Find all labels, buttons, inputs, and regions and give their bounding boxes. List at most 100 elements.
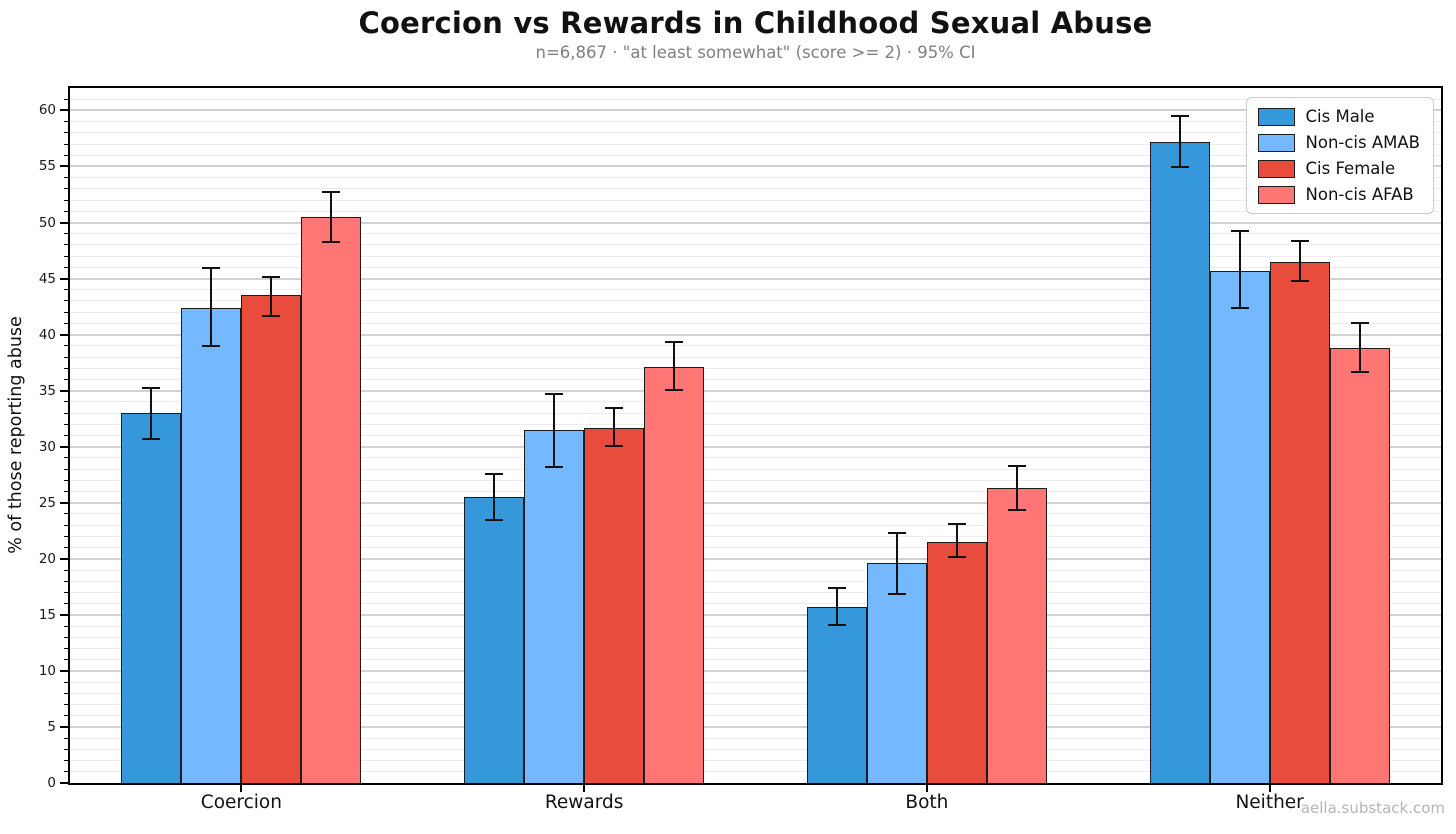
minor-gridline <box>70 580 1441 582</box>
minor-gridline <box>70 681 1441 683</box>
minor-gridline <box>70 188 1441 190</box>
y-tick-minor <box>64 681 68 683</box>
bar-both-non-cis-afab <box>986 488 1047 783</box>
major-gridline <box>70 445 1441 448</box>
major-gridline <box>70 109 1441 112</box>
y-tick-minor <box>64 715 68 717</box>
legend-label: Non-cis AMAB <box>1305 133 1420 152</box>
bar-neither-non-cis-afab <box>1329 348 1390 783</box>
y-tick-minor <box>64 524 68 526</box>
y-tick-minor <box>64 569 68 571</box>
y-tick-label: 45 <box>38 270 56 287</box>
error-bar-cap-bottom <box>827 624 846 627</box>
y-tick-minor <box>64 771 68 773</box>
error-bar-line <box>1238 230 1241 309</box>
minor-gridline <box>70 356 1441 358</box>
y-tick-minor <box>64 199 68 201</box>
y-tick-minor <box>64 468 68 470</box>
minor-gridline <box>70 603 1441 605</box>
minor-gridline <box>70 255 1441 257</box>
minor-gridline <box>70 647 1441 649</box>
major-gridline <box>70 613 1441 616</box>
y-tick-major <box>60 725 68 728</box>
bar-neither-cis-female <box>1269 261 1330 783</box>
minor-gridline <box>70 177 1441 179</box>
error-bar-cap-top <box>545 392 564 395</box>
minor-gridline <box>70 98 1441 100</box>
y-tick-minor <box>64 625 68 627</box>
error-bar-cap-top <box>262 276 281 279</box>
y-tick-minor <box>64 457 68 459</box>
major-gridline <box>70 501 1441 504</box>
legend-label: Cis Male <box>1305 107 1375 126</box>
error-bar-line <box>1178 114 1181 168</box>
bar-rewards-non-cis-afab <box>644 367 705 783</box>
error-bar-cap-bottom <box>262 314 281 317</box>
y-tick-minor <box>64 603 68 605</box>
minor-gridline <box>70 199 1441 201</box>
minor-gridline <box>70 636 1441 638</box>
y-tick-major <box>60 109 68 112</box>
minor-gridline <box>70 591 1441 593</box>
y-tick-major <box>60 669 68 672</box>
error-bar-cap-top <box>142 387 161 390</box>
y-tick-label: 20 <box>38 550 56 567</box>
error-bar-cap-bottom <box>142 437 161 440</box>
y-tick-minor <box>64 435 68 436</box>
minor-gridline <box>70 513 1441 515</box>
error-bar-line <box>613 407 616 447</box>
y-tick-minor <box>64 378 68 380</box>
bar-coercion-cis-female <box>241 295 302 783</box>
error-bar-cap-bottom <box>665 388 684 391</box>
error-bar-cap-top <box>1170 114 1189 117</box>
minor-gridline <box>70 704 1441 706</box>
y-tick-minor <box>64 345 68 347</box>
minor-gridline <box>70 300 1441 302</box>
y-tick-label: 10 <box>38 662 56 679</box>
major-gridline <box>70 725 1441 728</box>
minor-gridline <box>70 143 1441 145</box>
y-tick-major <box>60 557 68 560</box>
x-tick <box>583 785 586 792</box>
legend-swatch <box>1257 159 1295 178</box>
minor-gridline <box>70 132 1441 134</box>
legend-swatch <box>1257 107 1295 126</box>
minor-gridline <box>70 121 1441 123</box>
x-tick <box>1268 785 1271 792</box>
minor-gridline <box>70 233 1441 235</box>
y-tick-minor <box>64 132 68 134</box>
y-tick-minor <box>64 210 68 212</box>
y-tick-minor <box>64 704 68 706</box>
minor-gridline <box>70 760 1441 762</box>
y-tick-minor <box>64 300 68 302</box>
x-tick-label: Both <box>905 792 949 813</box>
y-tick-label: 40 <box>38 326 56 343</box>
y-tick-minor <box>64 244 68 246</box>
legend-item-non-cis-amab: Non-cis AMAB <box>1257 133 1420 152</box>
chart-title: Coercion vs Rewards in Childhood Sexual … <box>358 6 1153 40</box>
y-tick-minor <box>64 636 68 638</box>
y-tick-label: 30 <box>38 438 56 455</box>
minor-gridline <box>70 210 1441 212</box>
y-tick-minor <box>64 311 68 313</box>
y-tick-label: 15 <box>38 606 56 623</box>
y-tick-minor <box>64 760 68 762</box>
minor-gridline <box>70 244 1441 246</box>
error-bar-line <box>955 522 958 558</box>
error-bar-cap-top <box>1350 322 1369 325</box>
y-tick-major <box>60 389 68 392</box>
minor-gridline <box>70 468 1441 470</box>
error-bar-cap-bottom <box>1007 508 1026 511</box>
bar-rewards-cis-female <box>584 427 645 783</box>
major-gridline <box>70 277 1441 280</box>
error-bar-cap-top <box>1230 230 1249 233</box>
legend-swatch <box>1257 185 1295 204</box>
bar-coercion-non-cis-afab <box>301 216 362 783</box>
y-tick-major <box>60 445 68 448</box>
minor-gridline <box>70 154 1441 156</box>
x-tick <box>925 785 928 792</box>
y-tick-label: 25 <box>38 494 56 511</box>
error-bar-line <box>1358 322 1361 373</box>
y-tick-minor <box>64 659 68 661</box>
minor-gridline <box>70 748 1441 750</box>
